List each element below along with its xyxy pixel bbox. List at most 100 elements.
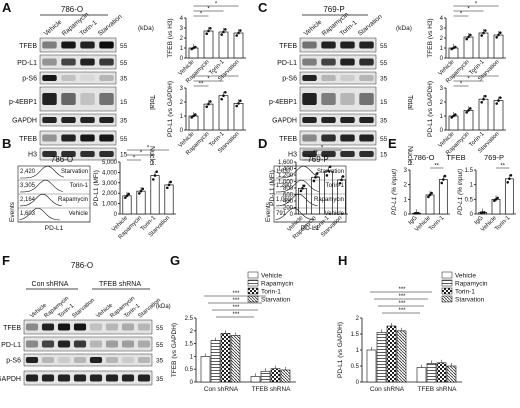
chart-a-bottom-point (237, 102, 240, 105)
chart-a-bottom-point (222, 94, 225, 97)
chart-a-top-point (205, 32, 208, 35)
legend-label: Torin-1 (261, 289, 281, 296)
chart-c-top-bar (478, 32, 489, 59)
chart-g-bar (250, 376, 261, 383)
chart-a-top-point (237, 31, 240, 35)
panel-a-band (80, 117, 95, 123)
panel-c-band (359, 58, 374, 66)
panel-a-band (80, 58, 95, 66)
chart-h-group-label: TFEB shRNA (417, 386, 457, 393)
panel-a-marker: 15 (120, 151, 128, 158)
panel-a-band (42, 58, 57, 66)
panel-a-row-label: p-S6 (22, 75, 37, 82)
legend-label: Torin-1 (455, 289, 475, 296)
chart-d-ytick-label: 600 (283, 193, 294, 199)
chart-a-bottom-bar (203, 103, 214, 131)
chart-a-top-point (207, 29, 210, 33)
chart-a-bottom-bar (233, 103, 244, 131)
chart-b-ytick-label: 3,000 (102, 181, 118, 187)
panel-c-band (321, 117, 336, 123)
chart-h-bar (446, 365, 457, 383)
panel-a-band (80, 41, 95, 49)
chart-d-ytick-label: 1,000 (278, 180, 294, 186)
panel-a-blot-strip (39, 37, 117, 53)
panel-f-band (57, 340, 71, 348)
chart-g-ylabel: TFEB (vs GAPDH) (171, 323, 178, 377)
chart-a-top-point (224, 28, 227, 31)
panel-a-blot-strip (39, 147, 117, 161)
chart-c-bottom-sig-label: * (475, 72, 478, 78)
panel-a-marker: 15 (120, 99, 128, 106)
chart-d-bar (298, 187, 307, 215)
panel-f-band (25, 340, 39, 348)
panel-c-row-label: p-S6 (282, 75, 297, 82)
chart-b-ytick-label: 0 (114, 212, 118, 218)
chart-h-bar (376, 332, 387, 383)
panel-letter-c: C (258, 0, 268, 15)
panel-d-row-label: Torin-1 (326, 183, 345, 189)
panel-a-marker: 55 (120, 43, 128, 50)
chart-b-point (139, 189, 143, 193)
panel-d-mfi-value: 791 (276, 211, 287, 217)
panel-d-cell-line: 769-P (307, 155, 328, 164)
panel-c-band (321, 134, 336, 142)
panel-b-mfi-value: 2,164 (20, 197, 36, 203)
chart-e-786-o-point (427, 195, 430, 199)
panel-c-band (340, 151, 355, 157)
panel-f-band (41, 323, 55, 331)
panel-f-band (73, 340, 87, 348)
chart-g-ytick-label: 1.5 (185, 342, 194, 348)
chart-g-ytick-label: 0.5 (185, 367, 194, 373)
chart-b-point (169, 180, 172, 184)
panel-c-band (340, 41, 355, 49)
panel-b-row-label: Torin-1 (70, 183, 89, 189)
panel-c-band (359, 151, 374, 157)
panel-b-cell-line: 786-O (51, 155, 73, 164)
chart-g-ytick-label: 2.5 (185, 316, 194, 322)
chart-b-point (125, 194, 129, 198)
panel-f-blot-strip (23, 370, 153, 386)
panel-c-marker: 55 (380, 43, 388, 50)
chart-a-bottom-point (205, 105, 208, 108)
panel-c-band (321, 41, 336, 49)
chart-h-ytick-label: 0.5 (351, 364, 360, 370)
panel-c-blot-strip (299, 71, 377, 85)
chart-c-top-bar (448, 47, 459, 59)
panel-f-band (105, 374, 119, 382)
panel-d-histogram (275, 193, 318, 207)
panel-f-band (57, 374, 71, 382)
chart-b-point (153, 174, 157, 177)
panel-d-row-label: Rapamycin (314, 197, 344, 203)
chart-c-top-sig-label: * (467, 7, 470, 13)
chart-c-bottom-bar (463, 110, 474, 131)
chart-a-bottom-point (192, 114, 195, 118)
panel-e-left-cell-line: 786-O (414, 153, 435, 162)
panel-c-band (359, 134, 374, 142)
chart-e-769-p-ytick-label: 1 (470, 183, 474, 189)
panel-c-band (321, 75, 336, 81)
panel-c-total-label: Total (406, 95, 413, 110)
chart-c-bottom-point (499, 96, 502, 99)
chart-c-top-ytick-label: 0 (440, 56, 444, 62)
panel-f-blot-strip (23, 353, 153, 367)
panel-f-marker: 35 (156, 357, 164, 364)
chart-d-ytick-label: 0 (290, 212, 294, 218)
panel-e-right-cell-line: 769-P (484, 153, 504, 162)
legend-swatch (441, 271, 453, 279)
chart-e-786-o-category-label: Torin-1 (428, 215, 446, 233)
chart-d-ytick-label: 800 (283, 186, 294, 192)
chart-e-786-o-point (440, 181, 444, 185)
chart-d-point (312, 179, 316, 183)
legend-swatch (247, 287, 259, 295)
chart-a-top-point (222, 30, 225, 34)
panel-c-row-label: GAPDH (272, 117, 297, 124)
panel-a-band (99, 151, 114, 157)
panel-f-band (73, 374, 87, 382)
panel-c-band (321, 58, 336, 66)
panel-letter-e: E (388, 136, 397, 151)
chart-b-point (166, 186, 169, 190)
chart-d-point (341, 175, 345, 178)
chart-g-ytick-label: 0 (190, 380, 194, 386)
panel-c-row-label: PD-L1 (277, 60, 297, 67)
chart-e-786-o-point (443, 174, 447, 178)
